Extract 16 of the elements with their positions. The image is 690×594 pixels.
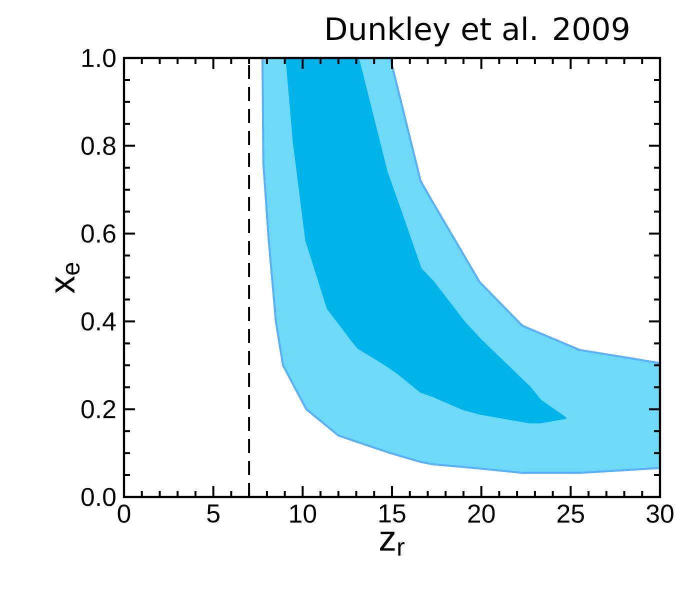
y-tick-label: 0.4 xyxy=(81,312,116,331)
y-tick-label: 1.0 xyxy=(82,48,116,68)
x-tick-label: 15 xyxy=(380,504,406,523)
x-tick-label: 20 xyxy=(468,504,495,523)
y-tick-label: 0.8 xyxy=(81,136,116,155)
y-tick-label: 0.6 xyxy=(81,224,116,243)
x-tick-label: 0 xyxy=(118,504,130,523)
x-tick-label: 5 xyxy=(207,504,220,523)
x-tick-label: 30 xyxy=(646,504,674,523)
x-axis-title: z$_{r}$ xyxy=(380,532,404,556)
y-tick-label: 0.0 xyxy=(81,488,116,506)
y-axis-title: x$_{e}$ xyxy=(55,262,80,294)
x-tick-label: 25 xyxy=(558,504,584,523)
x-tick-label: 10 xyxy=(290,504,316,523)
chart-title: Dunkley et al. 2009 xyxy=(327,16,628,46)
y-tick-label: 0.2 xyxy=(81,400,116,418)
